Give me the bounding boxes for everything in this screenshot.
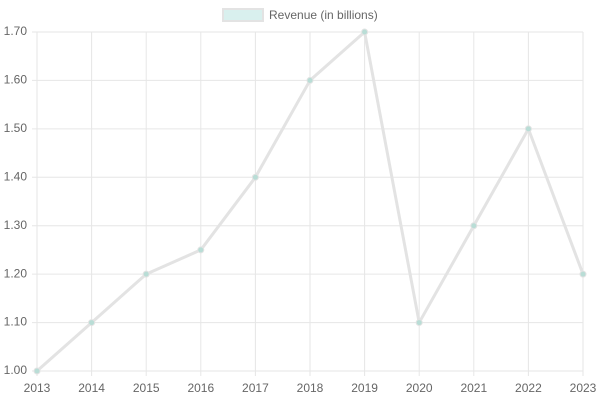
legend-label: Revenue (in billions) bbox=[269, 8, 378, 22]
x-tick-label: 2017 bbox=[242, 381, 269, 395]
data-point bbox=[88, 319, 96, 327]
data-point bbox=[306, 76, 314, 84]
x-tick-label: 2018 bbox=[297, 381, 324, 395]
x-tick-label: 2019 bbox=[351, 381, 378, 395]
data-point bbox=[251, 173, 259, 181]
legend-swatch bbox=[222, 8, 264, 22]
x-tick-label: 2016 bbox=[187, 381, 214, 395]
data-point bbox=[470, 222, 478, 230]
x-tick-label: 2014 bbox=[78, 381, 105, 395]
y-tick-label: 1.50 bbox=[4, 121, 28, 135]
y-tick-label: 1.00 bbox=[4, 363, 28, 377]
y-tick-label: 1.10 bbox=[4, 315, 28, 329]
y-tick-label: 1.60 bbox=[4, 73, 28, 87]
data-point bbox=[579, 270, 587, 278]
y-tick-label: 1.70 bbox=[4, 24, 28, 38]
x-tick-label: 2013 bbox=[24, 381, 51, 395]
x-tick-label: 2015 bbox=[133, 381, 160, 395]
y-tick-label: 1.20 bbox=[4, 266, 28, 280]
x-tick-label: 2022 bbox=[515, 381, 542, 395]
y-tick-label: 1.30 bbox=[4, 218, 28, 232]
x-tick-label: 2021 bbox=[460, 381, 487, 395]
data-point bbox=[33, 367, 41, 375]
data-point bbox=[197, 246, 205, 254]
data-point bbox=[361, 28, 369, 36]
data-point bbox=[142, 270, 150, 278]
y-tick-label: 1.40 bbox=[4, 169, 28, 183]
x-tick-label: 2020 bbox=[406, 381, 433, 395]
data-point bbox=[415, 319, 423, 327]
data-point bbox=[524, 125, 532, 133]
x-tick-label: 2023 bbox=[570, 381, 597, 395]
